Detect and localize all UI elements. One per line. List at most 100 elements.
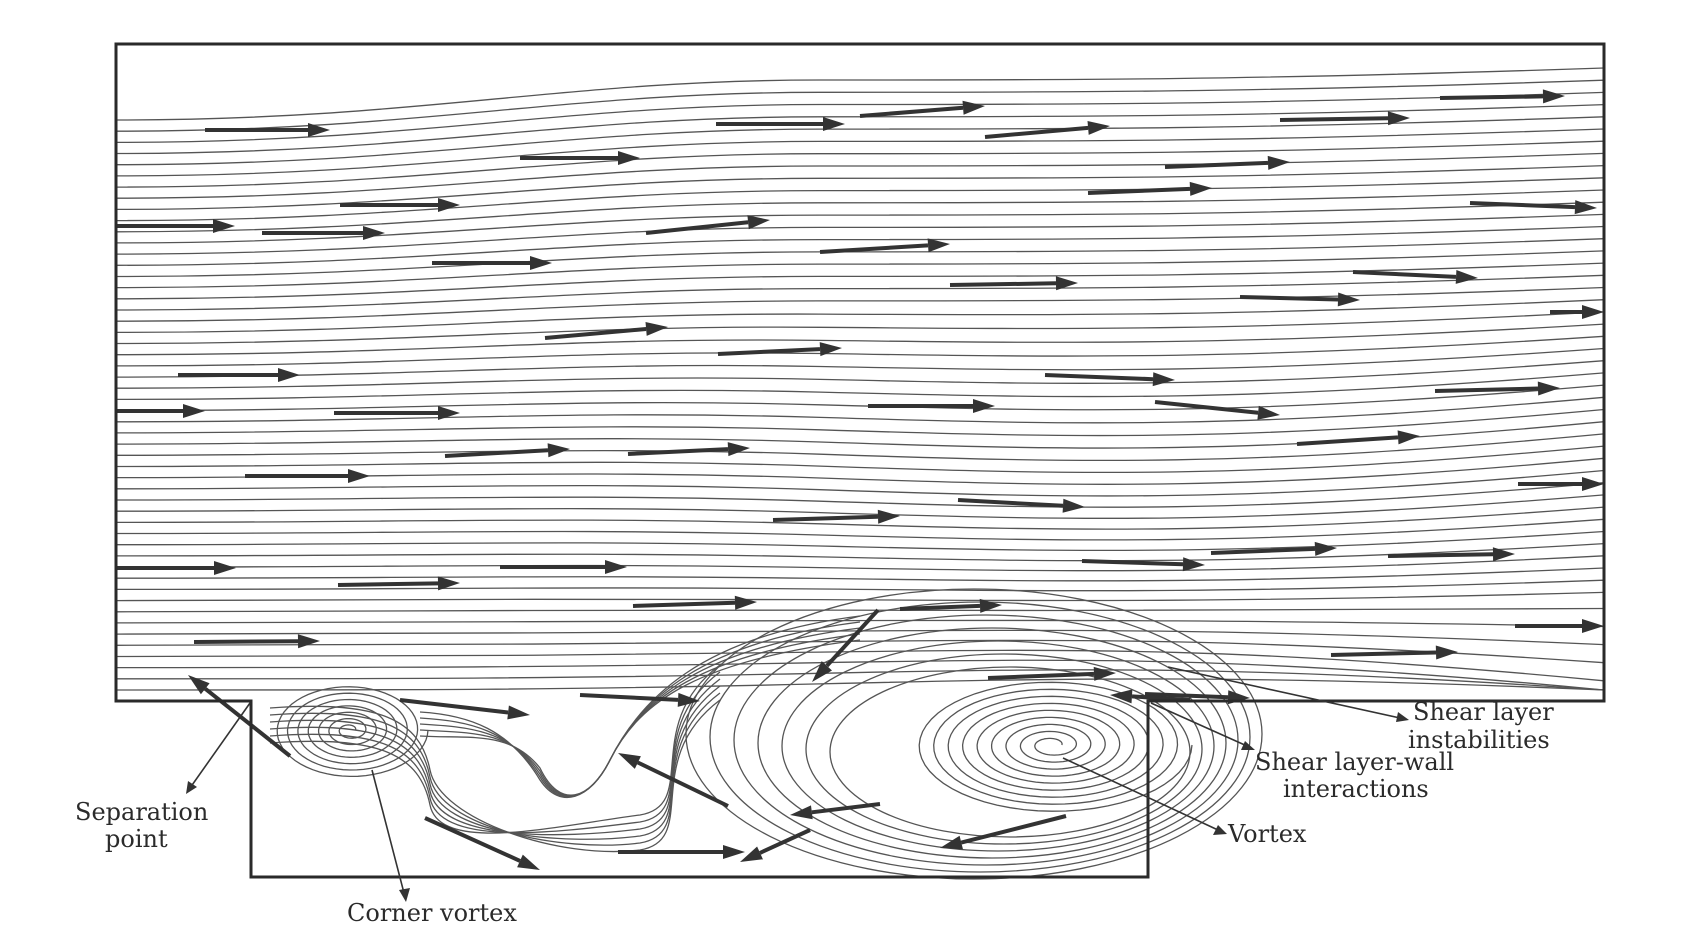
flow-arrow — [618, 845, 745, 859]
streamline — [115, 518, 1605, 541]
flow-arrow — [1154, 400, 1280, 420]
flow-arrow — [334, 406, 460, 420]
vortex-ellipse — [757, 627, 1227, 859]
streamline — [115, 542, 1605, 562]
flow-arrow — [987, 666, 1116, 681]
streamline — [115, 262, 1605, 300]
streamline — [115, 311, 1605, 345]
label-shear-layer-instabilities: Shear layer instabilities — [1167, 666, 1554, 754]
flow-arrow — [1518, 477, 1604, 491]
streamline — [115, 79, 1605, 132]
streamline — [115, 445, 1605, 474]
separation-streamline — [419, 615, 861, 796]
flow-arrow — [193, 634, 320, 649]
flow-arrow — [1387, 547, 1515, 562]
flow-arrow — [1110, 689, 1191, 704]
corner-flow-streamline — [269, 664, 721, 834]
flow-arrow — [1439, 89, 1565, 104]
corner-flow-streamline — [269, 671, 721, 834]
streamline — [115, 323, 1605, 356]
shear-layer-instabilities-line-1: Shear layer — [1413, 698, 1554, 726]
flow-arrow — [632, 595, 757, 610]
streamline — [115, 607, 1605, 613]
streamline — [115, 457, 1605, 485]
flow-arrow — [1164, 155, 1290, 170]
streamline — [115, 555, 1605, 572]
streamline — [115, 91, 1605, 144]
streamline — [115, 649, 1605, 682]
vortex-ellipse — [829, 666, 1191, 838]
flow-arrow — [868, 399, 995, 413]
shear-layer-wall-line-2: interactions — [1283, 775, 1429, 803]
streamline — [115, 384, 1605, 412]
streamline — [115, 591, 1605, 602]
streamline — [115, 360, 1605, 389]
flow-arrow — [790, 802, 881, 820]
label-separation-point: Separation point — [75, 702, 251, 853]
streamline — [115, 250, 1605, 289]
streamline — [115, 396, 1605, 424]
streamline — [115, 506, 1605, 530]
cavity-vortex-streamlines — [269, 588, 1263, 880]
streamline — [115, 619, 1605, 628]
streamline — [115, 433, 1605, 462]
flow-arrow — [618, 753, 729, 808]
vortex-text: Vortex — [1227, 820, 1307, 848]
streamline — [115, 189, 1605, 233]
separation-point-line-1: Separation — [75, 798, 208, 826]
corner-vortex-spiral — [276, 686, 429, 778]
flow-arrow — [1296, 430, 1420, 446]
flow-arrow — [1279, 111, 1410, 126]
streamlines — [115, 67, 1605, 691]
separation-point-line-2: point — [105, 825, 168, 853]
flow-arrow — [116, 219, 235, 233]
streamline — [115, 128, 1605, 177]
flow-arrow — [1550, 305, 1604, 319]
flow-arrow — [399, 698, 530, 720]
streamline — [115, 494, 1605, 519]
flow-arrow — [1081, 557, 1205, 572]
flow-arrow — [716, 117, 845, 131]
vortex-ellipse — [805, 653, 1203, 845]
vortex-ellipse — [685, 588, 1263, 880]
flow-arrow — [812, 608, 880, 682]
flow-arrow — [1210, 541, 1337, 556]
streamline — [115, 299, 1605, 334]
streamline — [115, 408, 1605, 437]
flow-arrow — [245, 469, 370, 483]
label-shear-layer-wall: Shear layer-wall interactions — [1150, 702, 1454, 803]
shear-layer-wall-line-1: Shear layer-wall — [1255, 748, 1454, 776]
flow-arrow — [520, 151, 640, 165]
streamline — [115, 347, 1605, 378]
streamline — [115, 116, 1605, 166]
corner-vortex-text: Corner vortex — [347, 899, 517, 927]
flow-arrow — [1239, 292, 1360, 307]
flow-arrow — [116, 561, 236, 575]
flow-arrow — [188, 675, 292, 758]
streamline — [115, 629, 1605, 646]
vortex-ellipse — [733, 614, 1239, 866]
flow-arrow — [645, 215, 770, 235]
flow-arrow — [1044, 372, 1175, 387]
flow-arrow — [340, 198, 460, 212]
flow-arrow — [899, 598, 1002, 613]
streamline — [115, 659, 1605, 691]
flow-arrows — [116, 89, 1604, 870]
shear-layer-instabilities-line-2: instabilities — [1408, 726, 1550, 754]
streamline — [115, 67, 1605, 121]
flow-arrow — [627, 442, 750, 457]
streamline — [115, 177, 1605, 222]
streamline — [115, 579, 1605, 592]
flow-arrow — [940, 814, 1067, 850]
flow-arrow — [1087, 181, 1212, 196]
streamline — [115, 421, 1605, 449]
flow-arrow — [262, 226, 385, 240]
flow-arrow — [424, 816, 540, 870]
vortex-ellipse — [781, 640, 1215, 852]
flow-arrow — [772, 509, 900, 524]
flow-arrow — [740, 828, 811, 862]
main-vortex-spiral — [918, 681, 1193, 812]
flow-arrow — [717, 342, 842, 357]
flow-arrow — [544, 322, 668, 340]
